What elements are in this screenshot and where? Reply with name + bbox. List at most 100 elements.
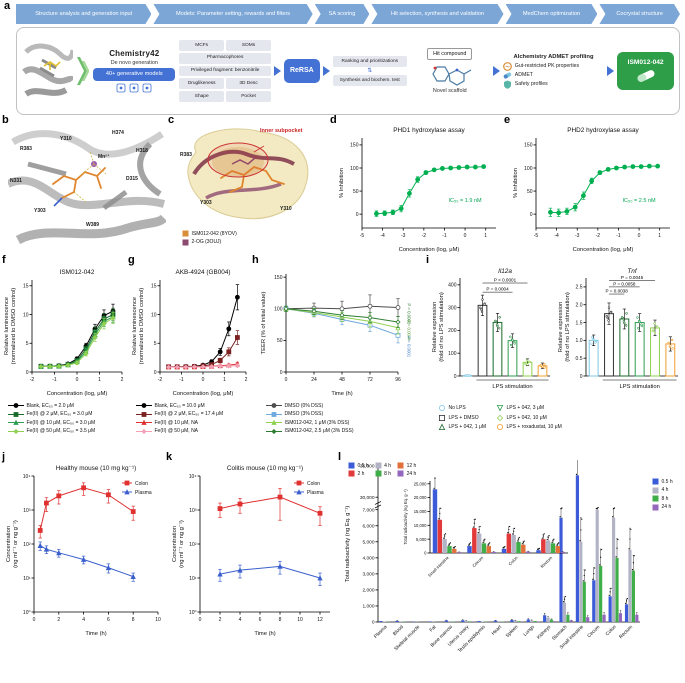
svg-text:72: 72	[367, 377, 373, 383]
svg-text:25,000: 25,000	[414, 481, 427, 486]
ranking-box: Ranking and prioritizations	[332, 56, 407, 67]
bar	[543, 615, 547, 622]
svg-text:1.0: 1.0	[576, 338, 583, 344]
svg-text:200: 200	[448, 328, 457, 334]
svg-text:Plasma: Plasma	[135, 490, 152, 496]
svg-text:(normalized to DMSO control): (normalized to DMSO control)	[139, 288, 145, 365]
legend-label: 0.5 h	[357, 462, 369, 469]
bar	[631, 570, 635, 622]
chart-tnf: 0 0.5 1.0 1.5 2.0 2.5 Tnf Relative expression (f…	[558, 268, 678, 390]
bar	[575, 475, 579, 622]
chart-tissue-radioactivity: 0 1,000 2,000 3,000 4,000 5,000 6,000 7,000 30,0…	[345, 460, 640, 654]
chart-phd2-assay: -5 -4 -3 -2 -1 0 1 0 50 100 150 PHD2 hydroxylase as…	[513, 127, 670, 253]
svg-text:Relative luminescence: Relative luminescence	[4, 297, 10, 355]
residue-label: Mn²⁺	[98, 154, 110, 160]
bar	[428, 621, 432, 622]
svg-text:2,000: 2,000	[362, 588, 374, 594]
legend-g: Blank, EC₅₀ = 10.0 μM Fe(II) @ 2 μM, EC₅₀…	[136, 402, 223, 435]
bar	[586, 617, 590, 622]
bar	[553, 621, 557, 622]
svg-text:0: 0	[285, 377, 288, 383]
legend-item: LPS + 042, 3 μM	[496, 404, 562, 412]
svg-text:Tnf: Tnf	[627, 268, 637, 275]
svg-text:(ng ml⁻¹ or ng g⁻¹): (ng ml⁻¹ or ng g⁻¹)	[13, 520, 19, 568]
svg-text:-4: -4	[380, 233, 385, 239]
admet-title: Alchemistry ADMET profiling	[513, 53, 594, 60]
residue-label: H374	[112, 130, 124, 136]
residue-label: Y310	[280, 206, 292, 212]
chart-content: 0 0.5 1.0 1.5 2.0 2.5 Tnf Relative expression (f…	[558, 268, 678, 390]
admet-item-label: Safety profiles	[514, 81, 548, 87]
bar	[525, 551, 531, 553]
admet-block: Alchemistry ADMET profiling Gut-restrict…	[502, 53, 604, 89]
svg-text:Colon: Colon	[605, 624, 618, 637]
svg-text:10³: 10³	[23, 508, 31, 514]
bar	[530, 620, 534, 622]
legend-label: 24 h	[661, 504, 672, 510]
svg-text:-4: -4	[554, 233, 559, 239]
bar	[566, 614, 570, 622]
chemistry42-block: Chemistry42 De novo generation 40+ gener…	[92, 49, 176, 93]
svg-text:Il12a: Il12a	[498, 268, 512, 275]
legend-item: Fe(II) @ 10 μM, EC₅₀ = 3.0 μM	[8, 419, 95, 426]
legend-label: LPS + 042, 3 μM	[506, 405, 545, 411]
panel-label-i: i	[426, 254, 430, 266]
series-line	[550, 165, 658, 214]
svg-text:PHD1 hydroxylase assay: PHD1 hydroxylase assay	[393, 127, 465, 134]
legend-item: Blank, EC₅₀ = 10.0 μM	[136, 402, 223, 409]
legend-item: 2-OG (3OUJ)	[182, 239, 237, 246]
svg-text:50: 50	[353, 189, 359, 195]
legend-label: 2-OG (3OUJ)	[191, 239, 222, 245]
legend-label: Fe(II) @ 50 μM, EC₅₀ = 3.5 μM	[26, 428, 96, 434]
bar	[510, 619, 514, 622]
svg-text:0.5: 0.5	[576, 356, 583, 362]
svg-text:7,000: 7,000	[362, 507, 374, 513]
legend-i: No LPS LPS + DMSO LPS + 042, 1 μM LPS + 042…	[438, 404, 562, 431]
chart-phd1-assay: -5 -4 -3 -2 -1 0 1 0 50 100 150 PHD1 hydroxylase as…	[339, 127, 496, 253]
svg-text:5,000: 5,000	[416, 537, 427, 542]
svg-text:Concentration (log, μM): Concentration (log, μM)	[399, 247, 460, 253]
panel-label-d: d	[330, 114, 337, 126]
svg-text:10⁴: 10⁴	[23, 474, 31, 480]
svg-text:% Inhibition: % Inhibition	[339, 168, 345, 198]
svg-text:-2: -2	[596, 233, 601, 239]
legend-item: 4 h	[375, 462, 391, 469]
svg-text:5: 5	[26, 341, 29, 347]
legend-item: 8 h	[375, 470, 391, 477]
bar	[448, 621, 452, 622]
ism012-042-box: ISM012-042	[617, 52, 674, 90]
svg-text:0: 0	[424, 551, 427, 556]
de-novo-label: De novo generation	[110, 60, 158, 66]
legend-item: ISM012-042, 1 μM (3% DSS)	[266, 419, 354, 426]
bar	[461, 620, 465, 622]
svg-text:-1: -1	[616, 233, 621, 239]
bar	[521, 544, 526, 553]
model-icons	[116, 83, 152, 93]
series-line	[39, 545, 134, 578]
annotation: IC₅₀ = 1.9 nM	[449, 198, 482, 204]
svg-text:150: 150	[524, 143, 533, 149]
p-value: P < 0.0001	[494, 278, 517, 283]
bar	[399, 621, 403, 622]
svg-text:4: 4	[82, 617, 85, 623]
bar	[516, 541, 521, 553]
legend-label: 0.5 h	[661, 478, 673, 485]
panel-label-e: e	[504, 114, 511, 126]
bar	[467, 546, 472, 553]
chart-content: -2 -1 0 1 2 0 5 10 15 AKB-4924 (GB004) Concentrati…	[132, 269, 248, 397]
model-box: Pocket	[226, 91, 271, 102]
legend-label: ISM012-042 (8YOV)	[191, 230, 237, 237]
svg-text:0: 0	[33, 617, 36, 623]
admet-item: ADMET	[503, 71, 604, 80]
legend-label: Fe(II) @ 10 μM, NA	[154, 419, 199, 426]
panel-b: R383 Y310 H374 H318 N331 Mn²⁺ D315 Y303 W389	[6, 122, 168, 254]
svg-text:Time (h): Time (h)	[331, 391, 352, 397]
svg-text:150: 150	[350, 143, 359, 149]
svg-text:300: 300	[448, 305, 457, 311]
model-box: MCFs	[179, 40, 225, 51]
bar	[468, 621, 472, 622]
svg-text:0: 0	[356, 212, 359, 218]
legend-item: 12 h	[397, 462, 416, 469]
capsule-icon	[637, 70, 655, 82]
svg-text:Fat: Fat	[428, 624, 438, 634]
